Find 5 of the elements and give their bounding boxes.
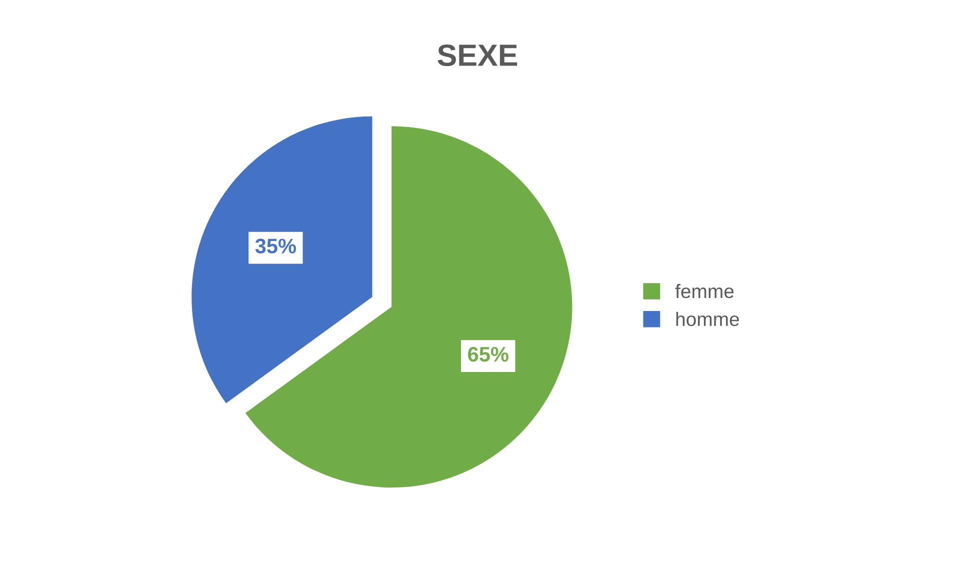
data-label: 65% [468, 346, 508, 362]
legend-label: femme [675, 284, 734, 298]
data-label: 35% [255, 238, 296, 254]
legend-label: homme [676, 312, 739, 326]
chart-title: SEXE [438, 44, 518, 66]
